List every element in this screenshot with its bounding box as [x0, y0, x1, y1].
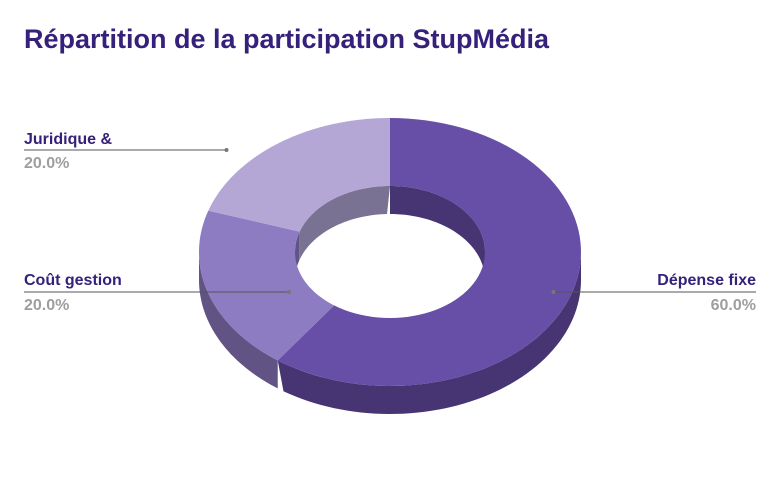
leader-dot-2: [286, 290, 291, 294]
slice-1[interactable]: [199, 210, 335, 361]
chart-title: Répartition de la participation StupMédi…: [24, 24, 550, 54]
slice-value-0: 60.0%: [711, 297, 756, 314]
leader-dot-0: [551, 290, 556, 294]
slice-value-1: 20.0%: [24, 155, 69, 172]
slice-inner-wall-0-0: [390, 186, 485, 278]
slice-label-1: Juridique &: [24, 131, 112, 148]
slice-label-2: Coût gestion: [24, 272, 122, 289]
slice-value-2: 20.0%: [24, 297, 69, 314]
leader-dot-1: [224, 148, 229, 152]
slice-side-0: [277, 252, 581, 414]
slice-side-1: [199, 252, 278, 389]
slice-2[interactable]: [208, 118, 390, 232]
slice-inner-wall-2-1: [299, 186, 390, 260]
slice-0[interactable]: [277, 118, 581, 386]
slice-label-0: Dépense fixe: [657, 272, 756, 289]
